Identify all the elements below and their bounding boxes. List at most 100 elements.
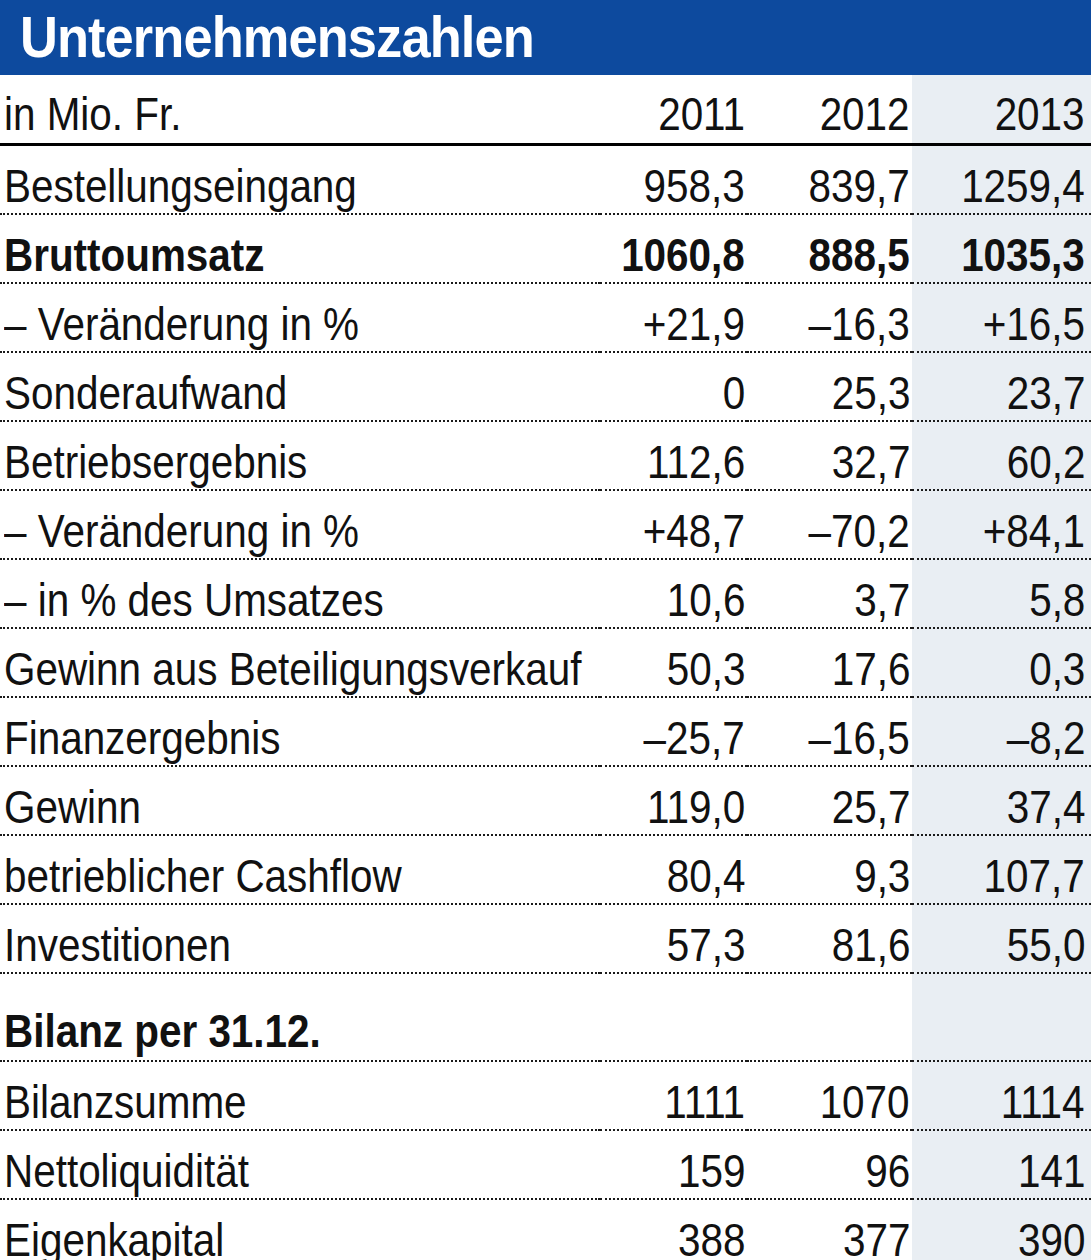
cell-value: 9,3 bbox=[854, 852, 910, 899]
column-header-text: 2012 bbox=[820, 90, 910, 137]
infographic-table: Unternehmenszahlen in Mio. Fr. 2011 2012 bbox=[0, 0, 1091, 1260]
cell-value: –25,7 bbox=[644, 714, 745, 761]
row-label-cell: – in % des Umsatzes bbox=[0, 559, 600, 628]
table-body: Bestellungseingang958,3839,71259,4Brutto… bbox=[0, 145, 1091, 1260]
row-label-cell: Gewinn aus Beteiligungsverkauf bbox=[0, 628, 600, 697]
cell-value: 37,4 bbox=[1006, 783, 1085, 830]
table-row: Gewinn119,025,737,4 bbox=[0, 766, 1091, 835]
value-cell-2012: –70,2 bbox=[747, 490, 912, 559]
row-label: Bestellungseingang bbox=[4, 162, 357, 209]
unit-label-text: in Mio. Fr. bbox=[4, 90, 181, 137]
cell-value: 5,8 bbox=[1029, 576, 1085, 623]
value-cell-2011: 10,6 bbox=[600, 559, 747, 628]
value-cell-2012: 81,6 bbox=[747, 904, 912, 973]
cell-value: 81,6 bbox=[831, 921, 910, 968]
row-label-cell: – Veränderung in % bbox=[0, 283, 600, 352]
cell-value: 80,4 bbox=[666, 852, 745, 899]
value-cell-2013: 107,7 bbox=[912, 835, 1091, 904]
column-header-2011: 2011 bbox=[600, 75, 747, 145]
cell-value: 377 bbox=[843, 1216, 910, 1260]
cell-value: –16,5 bbox=[809, 714, 910, 761]
value-cell-2012: 1070 bbox=[747, 1061, 912, 1130]
cell-value: 10,6 bbox=[666, 576, 745, 623]
cell-value: 388 bbox=[678, 1216, 745, 1260]
value-cell-2012: 888,5 bbox=[747, 214, 912, 283]
table-row: Bilanzsumme 11111070 1114 bbox=[0, 1061, 1091, 1130]
value-cell-2012: 3,7 bbox=[747, 559, 912, 628]
value-cell-2012: 377 bbox=[747, 1199, 912, 1260]
row-label: – Veränderung in % bbox=[4, 300, 359, 347]
cell-value: 0,3 bbox=[1029, 645, 1085, 692]
value-cell-2011: 1111 bbox=[600, 1061, 747, 1130]
cell-value: 1111 bbox=[664, 1078, 745, 1125]
column-header-text: 2013 bbox=[995, 90, 1085, 137]
title-bar: Unternehmenszahlen bbox=[0, 0, 1091, 75]
row-label: Gewinn bbox=[4, 783, 141, 830]
row-label-cell: Bilanz per 31.12. bbox=[0, 973, 600, 1061]
table-row: Gewinn aus Beteiligungsverkauf50,317,60,… bbox=[0, 628, 1091, 697]
cell-value: +21,9 bbox=[643, 300, 745, 347]
value-cell-2011: 388 bbox=[600, 1199, 747, 1260]
table-row: Sonderaufwand025,323,7 bbox=[0, 352, 1091, 421]
row-label-cell: Bestellungseingang bbox=[0, 145, 600, 215]
column-header-2013: 2013 bbox=[912, 75, 1091, 145]
cell-value: 55,0 bbox=[1006, 921, 1085, 968]
value-cell-2011: 119,0 bbox=[600, 766, 747, 835]
value-cell-2011: 159 bbox=[600, 1130, 747, 1199]
row-label: Bilanzsumme bbox=[4, 1078, 247, 1125]
value-cell-2013: 390 bbox=[912, 1199, 1091, 1260]
row-label: Betriebsergebnis bbox=[4, 438, 307, 485]
column-header-text: 2011 bbox=[658, 90, 745, 137]
row-label-cell: Bruttoumsatz bbox=[0, 214, 600, 283]
row-label-cell: Nettoliquidität bbox=[0, 1130, 600, 1199]
cell-value: 1114 bbox=[1001, 1078, 1085, 1125]
cell-value: 32,7 bbox=[831, 438, 910, 485]
row-label-cell: betrieblicher Cashflow bbox=[0, 835, 600, 904]
value-cell-2012: 96 bbox=[747, 1130, 912, 1199]
section-header-row: Bilanz per 31.12. bbox=[0, 973, 1091, 1061]
cell-value: 0 bbox=[723, 369, 745, 416]
cell-value: 159 bbox=[678, 1147, 745, 1194]
row-label-cell: Gewinn bbox=[0, 766, 600, 835]
cell-value: +84,1 bbox=[983, 507, 1085, 554]
value-cell-2012: 25,3 bbox=[747, 352, 912, 421]
value-cell-2011: +21,9 bbox=[600, 283, 747, 352]
row-label-cell: Betriebsergebnis bbox=[0, 421, 600, 490]
value-cell-2012: 32,7 bbox=[747, 421, 912, 490]
table-row: Nettoliquidität 15996 141 bbox=[0, 1130, 1091, 1199]
value-cell-2011: –25,7 bbox=[600, 697, 747, 766]
value-cell-2013: +84,1 bbox=[912, 490, 1091, 559]
cell-value: 1035,3 bbox=[961, 231, 1085, 278]
value-cell-2011: +48,7 bbox=[600, 490, 747, 559]
cell-value: +48,7 bbox=[643, 507, 745, 554]
value-cell-2011: 50,3 bbox=[600, 628, 747, 697]
cell-value: 141 bbox=[1018, 1147, 1085, 1194]
value-cell-2013: 55,0 bbox=[912, 904, 1091, 973]
cell-value: 60,2 bbox=[1006, 438, 1085, 485]
cell-value: 112,6 bbox=[647, 438, 745, 485]
value-cell-2013: 37,4 bbox=[912, 766, 1091, 835]
table-row: Eigenkapital 388 377390 bbox=[0, 1199, 1091, 1260]
cell-value: –70,2 bbox=[809, 507, 910, 554]
row-label: Gewinn aus Beteiligungsverkauf bbox=[4, 645, 581, 692]
row-label-cell: Eigenkapital bbox=[0, 1199, 600, 1260]
cell-value: 888,5 bbox=[809, 231, 910, 278]
value-cell-2013: 5,8 bbox=[912, 559, 1091, 628]
cell-value: +16,5 bbox=[983, 300, 1085, 347]
unit-label: in Mio. Fr. bbox=[0, 75, 600, 145]
value-cell-2012: 839,7 bbox=[747, 145, 912, 215]
table-row: – Veränderung in %+21,9–16,3+16,5 bbox=[0, 283, 1091, 352]
value-cell-2013: 60,2 bbox=[912, 421, 1091, 490]
value-cell-2011: 80,4 bbox=[600, 835, 747, 904]
row-label: Sonderaufwand bbox=[4, 369, 287, 416]
row-label: Finanzergebnis bbox=[4, 714, 280, 761]
header-row: in Mio. Fr. 2011 2012 2013 bbox=[0, 75, 1091, 145]
row-label: Bilanz per 31.12. bbox=[4, 1007, 321, 1054]
cell-value: 119,0 bbox=[647, 783, 745, 830]
value-cell-2013: 1114 bbox=[912, 1061, 1091, 1130]
value-cell-2013: 0,3 bbox=[912, 628, 1091, 697]
cell-value: 839,7 bbox=[809, 162, 910, 209]
cell-value: –8,2 bbox=[1006, 714, 1085, 761]
cell-value: 1259,4 bbox=[961, 162, 1085, 209]
row-label: Investitionen bbox=[4, 921, 231, 968]
